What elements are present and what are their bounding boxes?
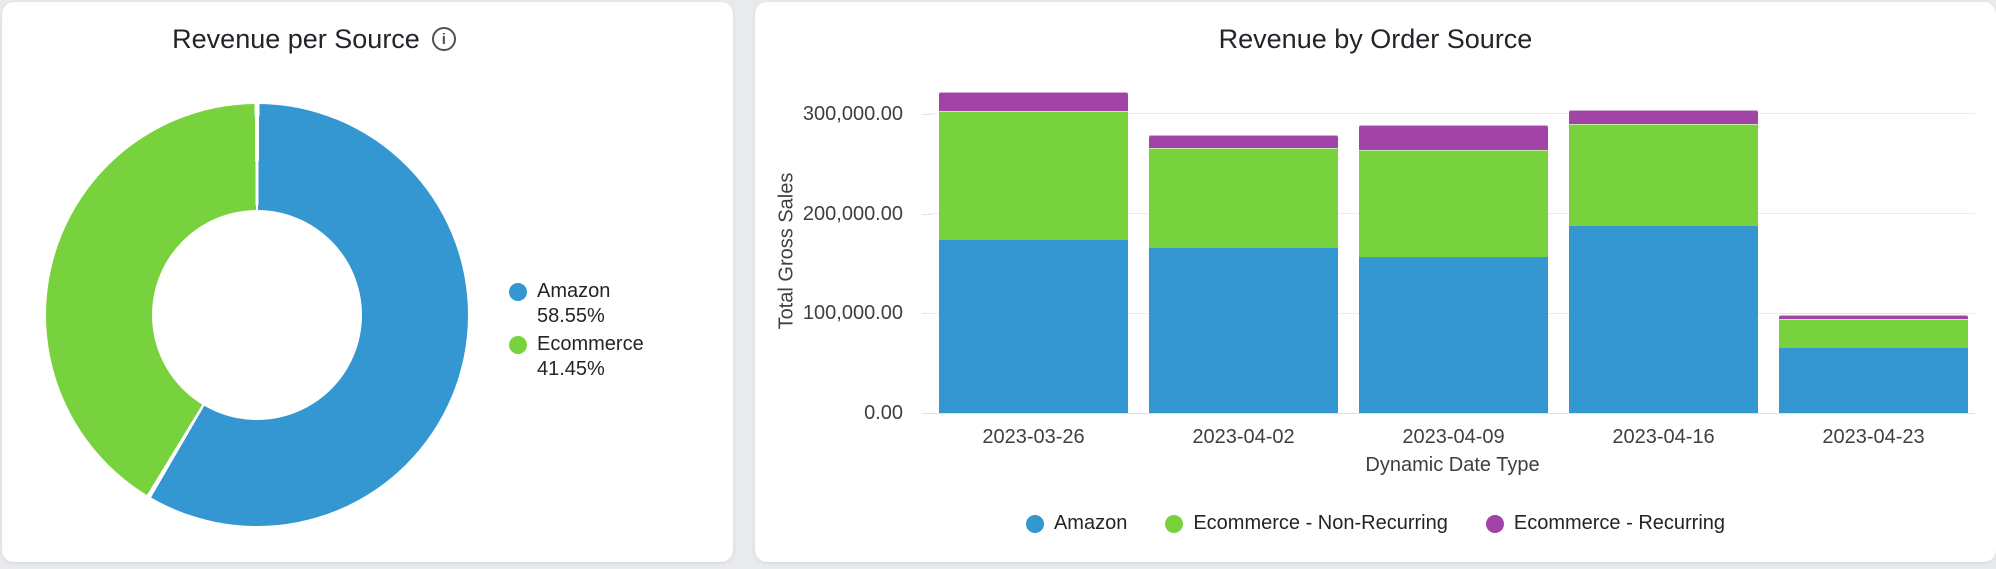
bar-plot-area [930,68,1975,414]
gridline [930,412,1975,414]
pie-title-row: Revenue per Source i [2,22,626,56]
bar-segment[interactable] [1569,123,1758,226]
y-tick-mark [922,213,931,215]
y-tick-label: 200,000.00 [802,202,903,225]
legend-dot-icon [1025,514,1044,533]
pie-legend-item[interactable]: Amazon 58.55% [509,279,683,329]
revenue-per-source-card: Revenue per Source i Amazon 58.55% Ecomme… [2,2,733,562]
x-tick-label: 2023-03-26 [982,426,1085,448]
x-tick-label: 2023-04-09 [1402,426,1505,448]
bar-segment[interactable] [1779,319,1968,349]
pie-legend-item[interactable]: Ecommerce 41.45% [509,332,683,382]
info-icon[interactable]: i [431,27,456,51]
pie-legend: Amazon 58.55% Ecommerce 41.45% [509,279,683,385]
y-tick-label: 100,000.00 [802,302,903,325]
info-icon-glyph: i [441,30,446,48]
bar-segment[interactable] [1779,315,1968,320]
pie-legend-label: Amazon 58.55% [537,280,611,327]
x-tick-label: 2023-04-23 [1822,426,1925,448]
bar-segment[interactable] [1569,110,1758,124]
bar-legend-label: Amazon [1053,512,1128,534]
bar-legend-item[interactable]: Amazon [1025,512,1128,535]
bar-segment[interactable] [1359,256,1548,413]
bar-segment[interactable] [1149,147,1338,248]
bar-segment[interactable] [939,110,1128,240]
y-tick-label: 0.00 [864,402,903,424]
x-tick-label: 2023-04-02 [1192,426,1295,448]
bar-legend: Amazon Ecommerce - Non-Recurring Ecommerce… [755,512,1996,535]
bar-segment[interactable] [939,91,1128,111]
x-tick-label: 2023-04-16 [1612,426,1715,448]
legend-dot-icon [1165,514,1184,533]
pie-legend-label: Ecommerce 41.45% [537,333,644,380]
bar-title-row: Revenue by Order Source [755,22,1996,56]
bar-legend-item[interactable]: Ecommerce - Recurring [1485,512,1726,535]
bar-segment[interactable] [1779,348,1968,413]
donut-chart[interactable] [46,104,468,526]
revenue-by-order-source-card: Revenue by Order Source Total Gross Sale… [755,2,1996,562]
bar-segment[interactable] [1149,135,1338,148]
pie-chart-title: Revenue per Source [172,24,420,54]
bar-legend-label: Ecommerce - Non-Recurring [1193,512,1448,534]
bar-legend-item[interactable]: Ecommerce - Non-Recurring [1165,512,1448,535]
y-tick-mark [922,313,931,315]
bar-segment[interactable] [1569,225,1758,413]
gridline [930,113,1975,115]
legend-dot-icon [1485,514,1504,533]
bar-segment[interactable] [1149,248,1338,413]
bar-segment[interactable] [939,239,1128,413]
y-tick-mark [922,113,931,115]
legend-dot-icon [509,283,527,301]
bar-chart-title: Revenue by Order Source [1218,24,1533,54]
x-axis-title: Dynamic Date Type [1365,454,1540,476]
y-tick-label: 300,000.00 [802,102,903,125]
bar-legend-label: Ecommerce - Recurring [1513,512,1726,534]
legend-dot-icon [509,336,527,354]
y-tick-mark [922,413,931,414]
bar-segment[interactable] [1359,150,1548,257]
bar-segment[interactable] [1359,125,1548,151]
